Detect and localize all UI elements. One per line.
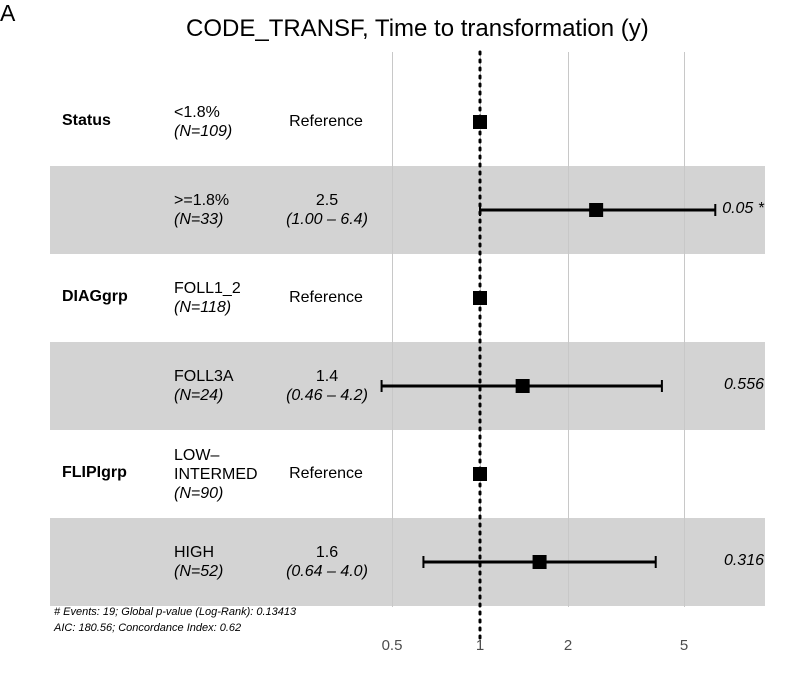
reference-label: Reference — [289, 113, 363, 130]
p-value: 0.316 — [723, 552, 764, 569]
level-text: INTERMED — [174, 465, 258, 483]
level-text: HIGH — [174, 544, 214, 561]
level-label: <1.8% (N=109) — [174, 103, 232, 141]
gridline — [684, 52, 685, 607]
level-n: (N=24) — [174, 387, 224, 404]
hr-point — [589, 203, 604, 217]
level-n: (N=109) — [174, 123, 233, 140]
level-n: (N=90) — [174, 484, 224, 502]
reference-label: Reference — [289, 465, 363, 482]
hr-point — [473, 115, 487, 129]
level-label: >=1.8% (N=33) — [174, 191, 229, 229]
level-label: HIGH (N=52) — [174, 543, 223, 581]
level-label: FOLL3A (N=24) — [174, 367, 234, 405]
hr-ci: (0.46 – 4.2) — [286, 387, 368, 404]
x-tick-label: 1 — [475, 637, 485, 654]
level-label: LOW– INTERMED (N=90) — [174, 446, 258, 503]
footnote-aic: AIC: 180.56; Concordance Index: 0.62 — [54, 622, 242, 634]
variable-label: FLIPIgrp — [62, 464, 127, 481]
gridline — [568, 52, 569, 607]
p-value: 0.556 — [723, 376, 764, 393]
hr-ci: (1.00 – 6.4) — [286, 211, 368, 228]
hr-point — [473, 467, 487, 481]
level-label: FOLL1_2 (N=118) — [174, 279, 241, 317]
hr-estimate: 2.5 — [315, 192, 339, 209]
level-text: FOLL3A — [174, 368, 234, 385]
variable-label: Status — [62, 112, 111, 129]
gridline — [392, 52, 393, 607]
hr-estimate: 1.4 — [315, 368, 339, 385]
x-tick-label: 5 — [679, 637, 689, 654]
estimate-cell: 1.6 (0.64 – 4.0) — [267, 543, 387, 581]
x-tick-label: 0.5 — [381, 637, 403, 654]
level-n: (N=118) — [174, 299, 232, 316]
hr-point — [515, 379, 530, 393]
level-text: >=1.8% — [174, 192, 230, 209]
level-n: (N=33) — [174, 211, 224, 228]
level-n: (N=52) — [174, 563, 224, 580]
estimate-cell: 2.5 (1.00 – 6.4) — [267, 191, 387, 229]
level-text: LOW– — [174, 446, 220, 464]
gridline — [480, 52, 481, 607]
hr-point — [532, 555, 547, 569]
estimate-cell: Reference — [266, 464, 386, 483]
reference-label: Reference — [289, 289, 363, 306]
hr-estimate: 1.6 — [315, 544, 339, 561]
estimate-cell: Reference — [266, 288, 386, 307]
variable-label: DIAGgrp — [62, 288, 128, 305]
x-tick-label: 2 — [563, 637, 573, 654]
footnote-events: # Events: 19; Global p-value (Log-Rank):… — [54, 606, 297, 618]
estimate-cell: Reference — [266, 112, 386, 131]
chart-title: CODE_TRANSF, Time to transformation (y) — [186, 15, 649, 42]
hr-ci: (0.64 – 4.0) — [286, 563, 368, 580]
hr-point — [473, 291, 487, 305]
estimate-cell: 1.4 (0.46 – 4.2) — [267, 367, 387, 405]
p-value: 0.05 * — [722, 200, 764, 217]
panel-label: A — [0, 0, 16, 26]
level-text: FOLL1_2 — [174, 280, 241, 297]
level-text: <1.8% — [174, 104, 220, 121]
